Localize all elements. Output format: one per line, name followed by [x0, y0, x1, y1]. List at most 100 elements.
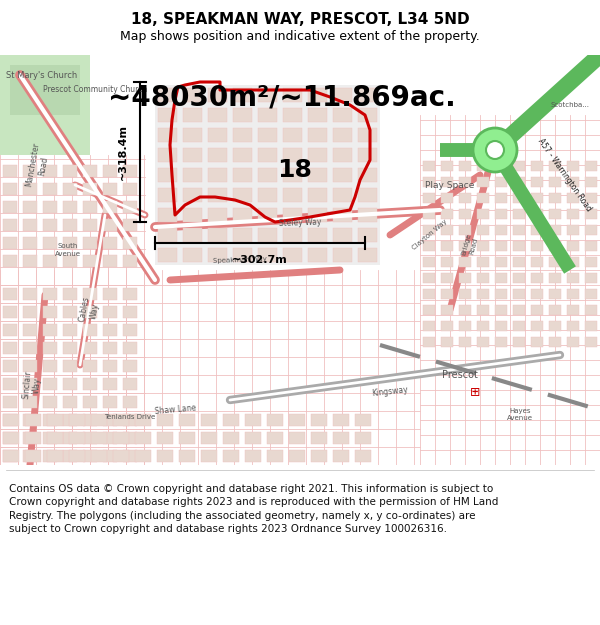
Bar: [3, 378, 17, 390]
Bar: [103, 414, 117, 426]
Bar: [113, 450, 129, 462]
Bar: [531, 321, 543, 331]
Text: Manchester
Road: Manchester Road: [25, 141, 52, 189]
Bar: [308, 128, 327, 142]
Bar: [585, 337, 597, 347]
Bar: [3, 396, 17, 408]
Bar: [83, 396, 97, 408]
Bar: [69, 414, 85, 426]
Text: Sinclair
Way: Sinclair Way: [21, 370, 43, 400]
Bar: [549, 161, 561, 171]
Bar: [183, 88, 202, 102]
Bar: [23, 432, 37, 444]
Bar: [459, 225, 471, 235]
Bar: [423, 289, 435, 299]
Bar: [103, 255, 117, 267]
Bar: [208, 108, 227, 122]
Bar: [308, 108, 327, 122]
Bar: [283, 88, 302, 102]
Bar: [358, 88, 377, 102]
Bar: [423, 257, 435, 267]
Bar: [23, 342, 37, 354]
Bar: [333, 432, 349, 444]
Bar: [3, 288, 17, 300]
Bar: [333, 168, 352, 182]
Bar: [459, 177, 471, 187]
Bar: [158, 168, 177, 182]
Bar: [123, 324, 137, 336]
Bar: [355, 432, 371, 444]
Bar: [585, 241, 597, 251]
Bar: [308, 248, 327, 262]
Text: Prescot Community Church: Prescot Community Church: [43, 86, 147, 94]
Text: Bridge
Road: Bridge Road: [461, 232, 479, 258]
Bar: [258, 208, 277, 222]
Bar: [283, 228, 302, 242]
Bar: [123, 201, 137, 213]
Bar: [201, 450, 217, 462]
Bar: [355, 414, 371, 426]
Bar: [513, 225, 525, 235]
Bar: [513, 209, 525, 219]
Bar: [477, 257, 489, 267]
Bar: [258, 88, 277, 102]
Bar: [267, 450, 283, 462]
Bar: [123, 288, 137, 300]
Bar: [233, 108, 252, 122]
Bar: [123, 237, 137, 249]
Bar: [495, 321, 507, 331]
Bar: [531, 241, 543, 251]
Bar: [3, 306, 17, 318]
Bar: [43, 378, 57, 390]
Circle shape: [473, 128, 517, 172]
Text: ~318.4m: ~318.4m: [118, 124, 128, 180]
Bar: [123, 306, 137, 318]
Bar: [289, 432, 305, 444]
Bar: [585, 209, 597, 219]
Bar: [3, 324, 17, 336]
Bar: [83, 324, 97, 336]
Bar: [183, 188, 202, 202]
Bar: [103, 342, 117, 354]
Bar: [23, 414, 37, 426]
Text: ~302.7m: ~302.7m: [232, 255, 288, 265]
Bar: [333, 208, 352, 222]
Bar: [423, 241, 435, 251]
Bar: [333, 88, 352, 102]
Bar: [103, 183, 117, 195]
Bar: [477, 241, 489, 251]
Bar: [43, 396, 57, 408]
Bar: [477, 289, 489, 299]
Bar: [495, 289, 507, 299]
Bar: [123, 414, 137, 426]
Bar: [333, 188, 352, 202]
Bar: [358, 228, 377, 242]
Bar: [158, 88, 177, 102]
Bar: [47, 450, 63, 462]
Bar: [223, 414, 239, 426]
Bar: [477, 161, 489, 171]
Bar: [23, 219, 37, 231]
Text: 18, SPEAKMAN WAY, PRESCOT, L34 5ND: 18, SPEAKMAN WAY, PRESCOT, L34 5ND: [131, 12, 469, 27]
Bar: [585, 305, 597, 315]
Text: Scotchba...: Scotchba...: [551, 102, 589, 108]
Bar: [43, 183, 57, 195]
Bar: [23, 396, 37, 408]
Bar: [531, 289, 543, 299]
Bar: [158, 148, 177, 162]
Bar: [495, 305, 507, 315]
Bar: [43, 255, 57, 267]
Bar: [103, 324, 117, 336]
Bar: [63, 219, 77, 231]
Bar: [43, 450, 57, 462]
Bar: [441, 193, 453, 203]
Text: Speakman Way: Speakman Way: [213, 256, 267, 264]
Bar: [358, 208, 377, 222]
Bar: [355, 450, 371, 462]
Bar: [567, 289, 579, 299]
Bar: [103, 219, 117, 231]
Bar: [43, 165, 57, 177]
Bar: [531, 193, 543, 203]
Text: Prescot: Prescot: [442, 370, 478, 380]
Bar: [25, 450, 41, 462]
